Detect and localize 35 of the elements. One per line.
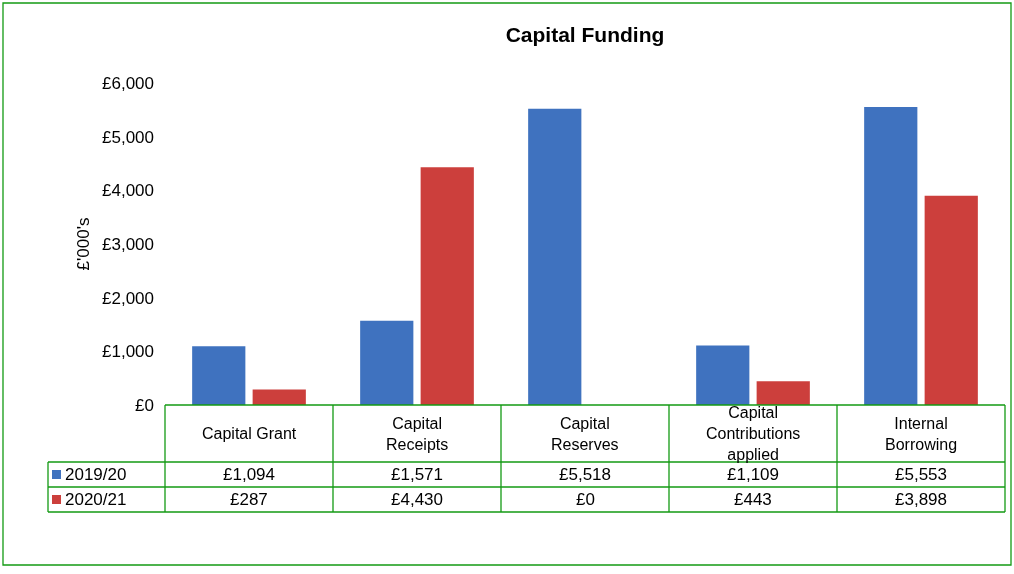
data-label: £1,094 — [223, 465, 275, 484]
bar — [864, 106, 918, 405]
y-axis-title: £'000's — [73, 217, 93, 271]
y-tick-label: £6,000 — [102, 73, 154, 93]
x-tick-label: Capital Receipts — [386, 415, 449, 453]
y-tick-label: £2,000 — [102, 288, 154, 308]
legend-label: 2020/21 — [65, 490, 127, 509]
data-label: £5,518 — [559, 465, 611, 484]
data-label: £0 — [576, 490, 595, 509]
x-tick-label: Capital Contributions applied — [706, 404, 801, 463]
x-tick-label: Capital Grant — [202, 425, 297, 442]
bar — [528, 108, 582, 405]
bar — [756, 381, 810, 405]
legend-label: 2019/20 — [65, 465, 127, 484]
y-tick-label: £3,000 — [102, 234, 154, 254]
y-tick-label: £5,000 — [102, 127, 154, 147]
x-tick-label: Capital Reserves — [551, 415, 619, 453]
bar — [252, 389, 306, 405]
data-label: £4,430 — [391, 490, 443, 509]
bar — [696, 345, 750, 405]
x-tick-label: Internal Borrowing — [885, 415, 958, 453]
data-label: £1,571 — [391, 465, 443, 484]
chart-title: Capital Funding — [505, 23, 665, 47]
bar — [192, 346, 246, 405]
bar — [360, 320, 414, 405]
y-tick-label: £4,000 — [102, 181, 154, 201]
data-label: £287 — [230, 490, 268, 509]
y-tick-label: £1,000 — [102, 342, 154, 362]
data-label: £443 — [734, 490, 772, 509]
data-label: £1,109 — [727, 465, 779, 484]
bar — [924, 195, 978, 405]
data-label: £5,553 — [895, 465, 947, 484]
bar — [420, 167, 474, 405]
data-label: £3,898 — [895, 490, 947, 509]
y-tick-label: £0 — [135, 395, 154, 415]
